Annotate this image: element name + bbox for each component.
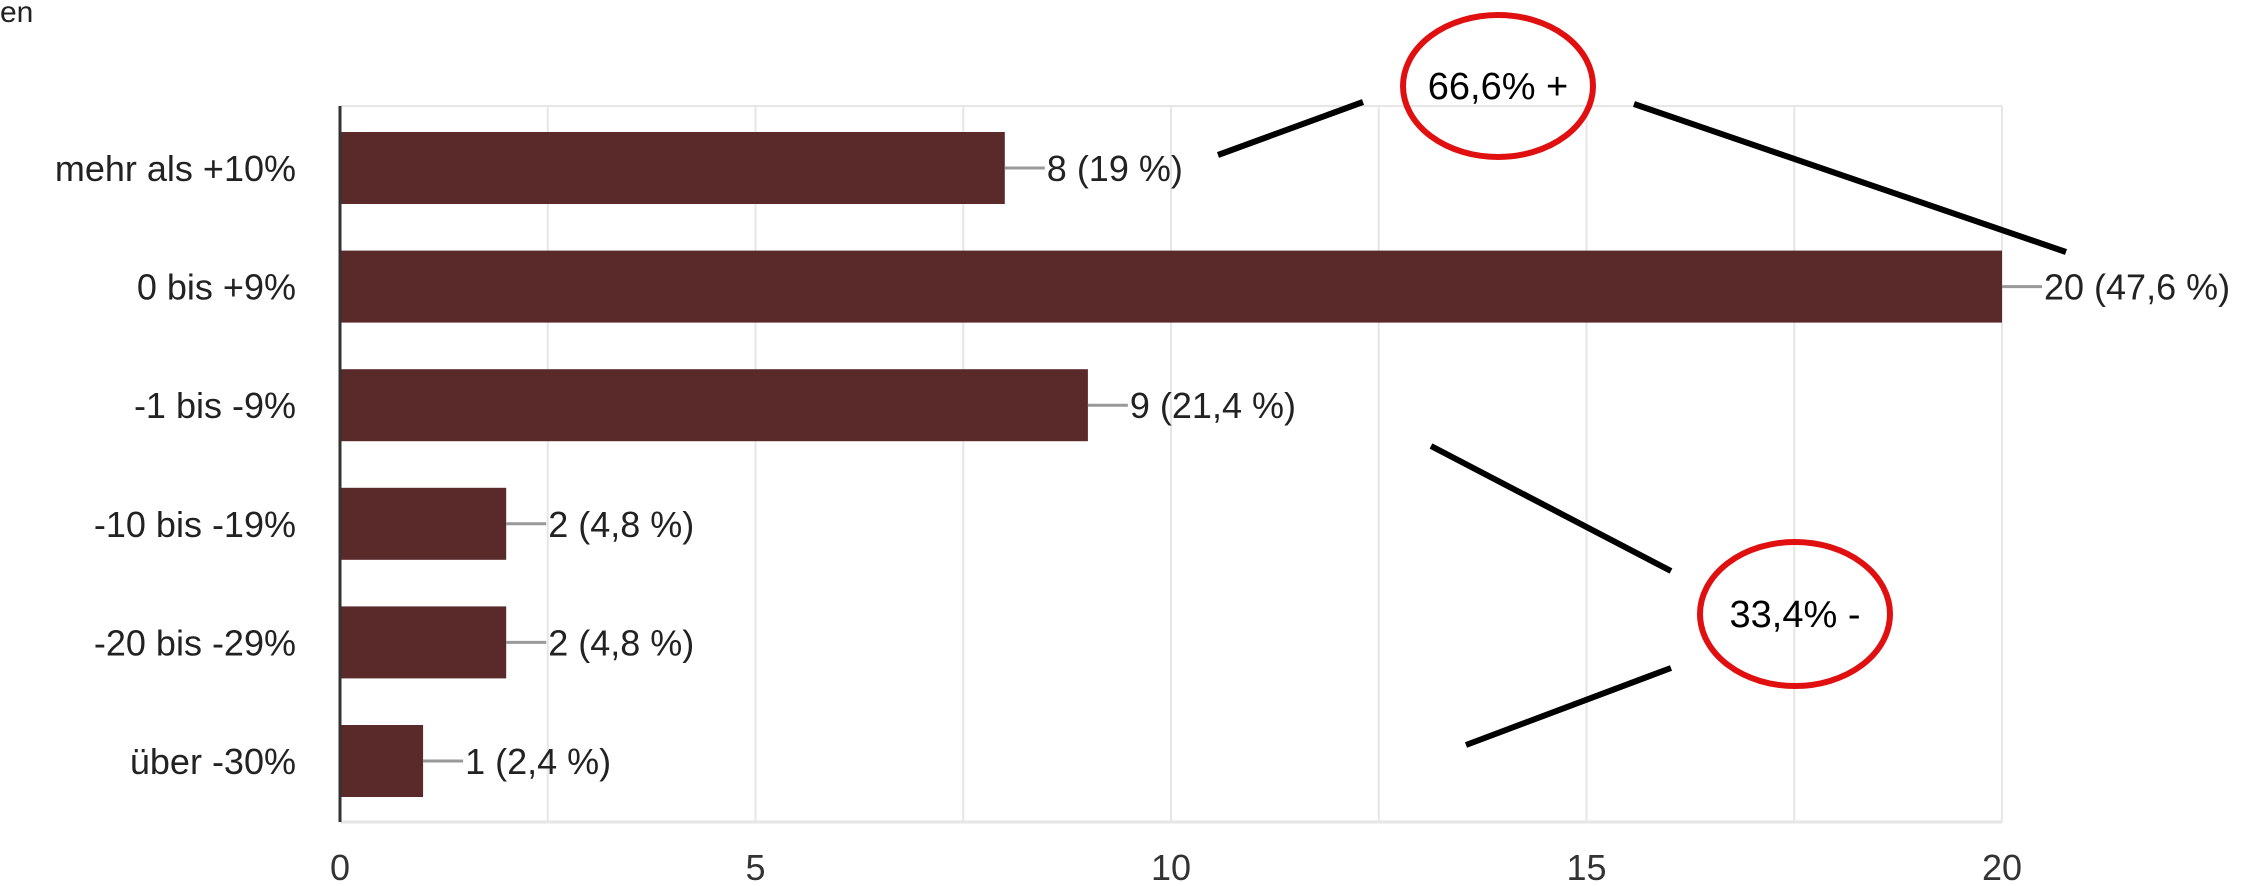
positive-bracket-right <box>1633 101 2067 255</box>
category-label: 0 bis +9% <box>137 267 296 308</box>
category-label: mehr als +10% <box>55 148 296 189</box>
bar <box>340 250 2002 323</box>
annotation-negative: 33,4% - <box>1429 443 1893 748</box>
annotation-positive: 66,6% + <box>1216 12 2067 255</box>
bar <box>340 487 507 560</box>
x-tick-label: 20 <box>1982 847 2022 886</box>
x-tick-label: 15 <box>1566 847 1606 886</box>
x-tick-label: 10 <box>1151 847 1191 886</box>
bar <box>340 606 507 679</box>
category-label: -10 bis -19% <box>94 504 296 545</box>
bar-value-label: 2 (4,8 %) <box>548 622 694 663</box>
bar-value-label: 20 (47,6 %) <box>2044 267 2230 308</box>
bar <box>340 132 1005 204</box>
positive-share-label: 66,6% + <box>1428 66 1569 108</box>
positive-bracket-left <box>1216 99 1365 158</box>
negative-bracket-upper <box>1429 443 1673 574</box>
x-tick-label: 0 <box>330 847 350 886</box>
category-label: -20 bis -29% <box>94 622 296 663</box>
bar-value-label: 9 (21,4 %) <box>1130 385 1296 426</box>
bar-value-label: 8 (19 %) <box>1047 148 1183 189</box>
bar <box>340 725 424 797</box>
category-labels: mehr als +10% 0 bis +9% -1 bis -9% -10 bis … <box>55 148 296 782</box>
category-label: über -30% <box>130 741 296 782</box>
bar-value-label: 2 (4,8 %) <box>548 504 694 545</box>
negative-highlight-ring <box>1697 539 1893 689</box>
cropped-header-text: en <box>0 0 33 29</box>
x-axis-ticks: 0 5 10 15 20 <box>330 847 2022 886</box>
category-label: -1 bis -9% <box>134 385 296 426</box>
bar <box>340 369 1088 442</box>
x-tick-label: 5 <box>745 847 765 886</box>
gridlines <box>340 105 2003 824</box>
bar-value-label: 1 (2,4 %) <box>465 741 611 782</box>
negative-bracket-lower <box>1464 665 1673 748</box>
negative-share-label: 33,4% - <box>1730 594 1861 636</box>
bars: 8 (19 %) 20 (47,6 %) 9 (21,4 %) 2 (4,8 %) 2 … <box>340 132 2230 797</box>
positive-highlight-ring <box>1400 12 1596 160</box>
